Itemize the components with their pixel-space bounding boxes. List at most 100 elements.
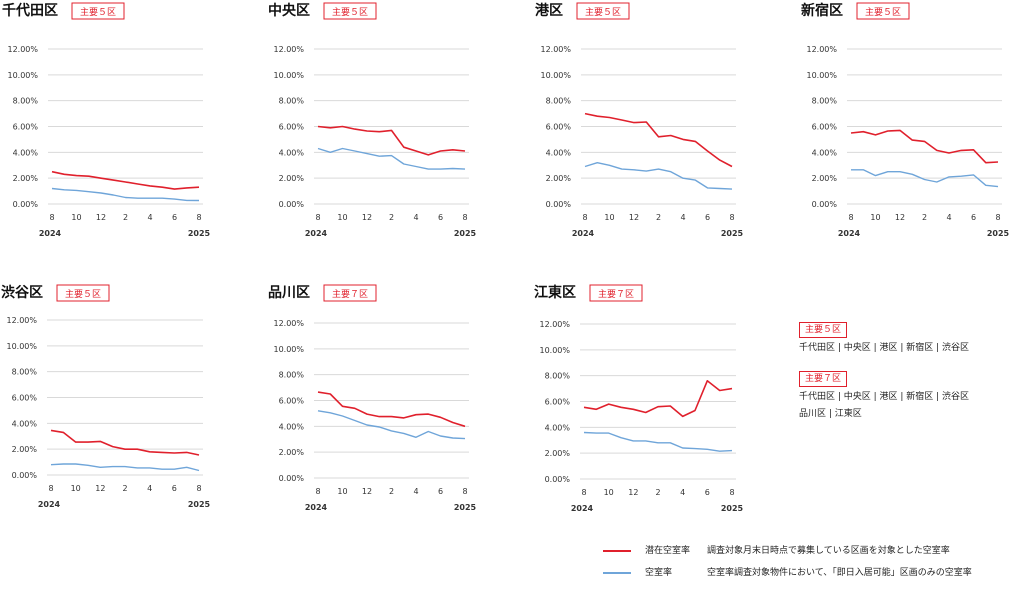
x-tick-label: 12 bbox=[96, 213, 106, 222]
x-tick-label: 8 bbox=[848, 213, 853, 222]
y-tick-label: 8.00% bbox=[279, 371, 305, 380]
x-tick-label: 8 bbox=[315, 213, 320, 222]
x-tick-label: 8 bbox=[462, 213, 467, 222]
y-tick-label: 0.00% bbox=[12, 471, 38, 480]
x-year-label: 2025 bbox=[454, 503, 477, 512]
y-tick-label: 2.00% bbox=[279, 448, 305, 457]
chart-panel-6: 品川区 主要７区 0.00% 2.00% 4.00% 6.00% 8.00% 10.00% 12… bbox=[268, 284, 477, 512]
y-tick-label: 10.00% bbox=[273, 345, 304, 354]
y-tick-label: 10.00% bbox=[806, 71, 837, 80]
x-tick-label: 6 bbox=[971, 213, 976, 222]
y-tick-label: 4.00% bbox=[546, 148, 572, 157]
x-tick-label: 8 bbox=[729, 213, 734, 222]
y-tick-label: 8.00% bbox=[279, 97, 305, 106]
x-tick-label: 10 bbox=[337, 487, 347, 496]
y-tick-label: 2.00% bbox=[546, 174, 572, 183]
info-badge-major-5: 主要５区 bbox=[799, 322, 848, 338]
y-tick-label: 10.00% bbox=[540, 71, 571, 80]
x-tick-label: 2 bbox=[123, 213, 128, 222]
x-tick-label: 6 bbox=[438, 213, 443, 222]
y-tick-label: 10.00% bbox=[539, 346, 570, 355]
x-tick-label: 10 bbox=[870, 213, 880, 222]
x-year-label: 2024 bbox=[305, 229, 328, 238]
series-line-latent bbox=[850, 129, 999, 164]
legend-desc-latent: 調査対象月末日時点で募集している区画を対象とした空室率 bbox=[707, 546, 950, 556]
chart-title: 品川区 bbox=[268, 285, 310, 301]
x-tick-label: 4 bbox=[413, 213, 418, 222]
y-tick-label: 12.00% bbox=[273, 45, 304, 54]
y-tick-label: 4.00% bbox=[13, 148, 39, 157]
x-tick-label: 8 bbox=[582, 213, 587, 222]
y-tick-label: 6.00% bbox=[545, 398, 571, 407]
y-tick-label: 4.00% bbox=[279, 422, 305, 431]
x-tick-label: 2 bbox=[389, 213, 394, 222]
series-line-vacancy bbox=[584, 161, 733, 190]
x-tick-label: 8 bbox=[729, 488, 734, 497]
y-tick-label: 12.00% bbox=[539, 320, 570, 329]
info-text-major-5: 千代田区 | 中央区 | 港区 | 新宿区 | 渋谷区 bbox=[799, 343, 970, 353]
y-tick-label: 8.00% bbox=[12, 368, 38, 377]
y-tick-label: 6.00% bbox=[546, 123, 572, 132]
y-tick-label: 2.00% bbox=[545, 449, 571, 458]
y-tick-label: 0.00% bbox=[546, 200, 572, 209]
legend-desc-vacancy: 空室率調査対象物件において、「即日入居可能」区画のみの空室率 bbox=[707, 568, 972, 578]
x-tick-label: 6 bbox=[438, 487, 443, 496]
x-tick-label: 2 bbox=[389, 487, 394, 496]
x-tick-label: 10 bbox=[337, 213, 347, 222]
chart-badge-box bbox=[323, 2, 377, 20]
x-tick-label: 4 bbox=[680, 488, 685, 497]
x-year-label: 2025 bbox=[188, 500, 211, 509]
series-line-vacancy bbox=[317, 410, 466, 440]
x-year-label: 2024 bbox=[305, 503, 328, 512]
info-badge-major-7: 主要７区 bbox=[799, 371, 848, 387]
x-tick-label: 6 bbox=[172, 484, 177, 493]
legend-name-vacancy: 空室率 bbox=[645, 568, 673, 578]
x-tick-label: 8 bbox=[995, 213, 1000, 222]
x-year-label: 2025 bbox=[987, 229, 1010, 238]
chart-title: 千代田区 bbox=[2, 2, 58, 19]
y-tick-label: 0.00% bbox=[13, 200, 39, 209]
chart-badge-label: 主要５区 bbox=[65, 288, 101, 300]
chart-badge-box bbox=[71, 2, 125, 20]
y-tick-label: 12.00% bbox=[273, 319, 304, 328]
series-line-latent bbox=[583, 379, 733, 418]
chart-title: 中央区 bbox=[268, 2, 310, 19]
chart-badge-label: 主要７区 bbox=[598, 288, 634, 300]
y-tick-label: 6.00% bbox=[12, 394, 38, 403]
x-tick-label: 6 bbox=[172, 213, 177, 222]
x-tick-label: 12 bbox=[895, 213, 905, 222]
chart-badge-box bbox=[856, 2, 910, 20]
x-tick-label: 4 bbox=[413, 487, 418, 496]
chart-panel-2: 中央区 主要５区 0.00% 2.00% 4.00% 6.00% 8.00% 10.00% 12… bbox=[268, 2, 477, 238]
chart-badge-label: 主要５区 bbox=[80, 6, 116, 18]
chart-panel-1: 千代田区 主要５区 0.00% 2.00% 4.00% 6.00% 8.00% 10.00% 1… bbox=[2, 2, 211, 238]
chart-badge-box bbox=[56, 284, 110, 302]
x-tick-label: 8 bbox=[49, 213, 54, 222]
y-tick-label: 10.00% bbox=[6, 342, 37, 351]
x-tick-label: 12 bbox=[629, 213, 639, 222]
x-tick-label: 10 bbox=[604, 488, 614, 497]
x-tick-label: 4 bbox=[680, 213, 685, 222]
y-tick-label: 0.00% bbox=[545, 475, 571, 484]
x-tick-label: 8 bbox=[48, 484, 53, 493]
series-line-vacancy bbox=[851, 169, 999, 188]
y-tick-label: 12.00% bbox=[806, 45, 837, 54]
x-tick-label: 10 bbox=[71, 213, 81, 222]
y-tick-label: 4.00% bbox=[12, 419, 38, 428]
x-tick-label: 12 bbox=[628, 488, 638, 497]
x-year-label: 2024 bbox=[838, 229, 861, 238]
series-line-vacancy bbox=[583, 431, 733, 452]
series-line-latent bbox=[50, 429, 200, 456]
y-tick-label: 12.00% bbox=[7, 45, 38, 54]
series-line-latent bbox=[317, 125, 466, 156]
x-tick-label: 2 bbox=[922, 213, 927, 222]
x-tick-label: 8 bbox=[196, 484, 201, 493]
x-tick-label: 4 bbox=[147, 484, 152, 493]
x-tick-label: 4 bbox=[147, 213, 152, 222]
legend-name-latent: 潜在空室率 bbox=[645, 546, 691, 556]
x-year-label: 2024 bbox=[39, 229, 62, 238]
y-tick-label: 10.00% bbox=[7, 71, 38, 80]
x-tick-label: 8 bbox=[315, 487, 320, 496]
x-tick-label: 2 bbox=[655, 488, 660, 497]
